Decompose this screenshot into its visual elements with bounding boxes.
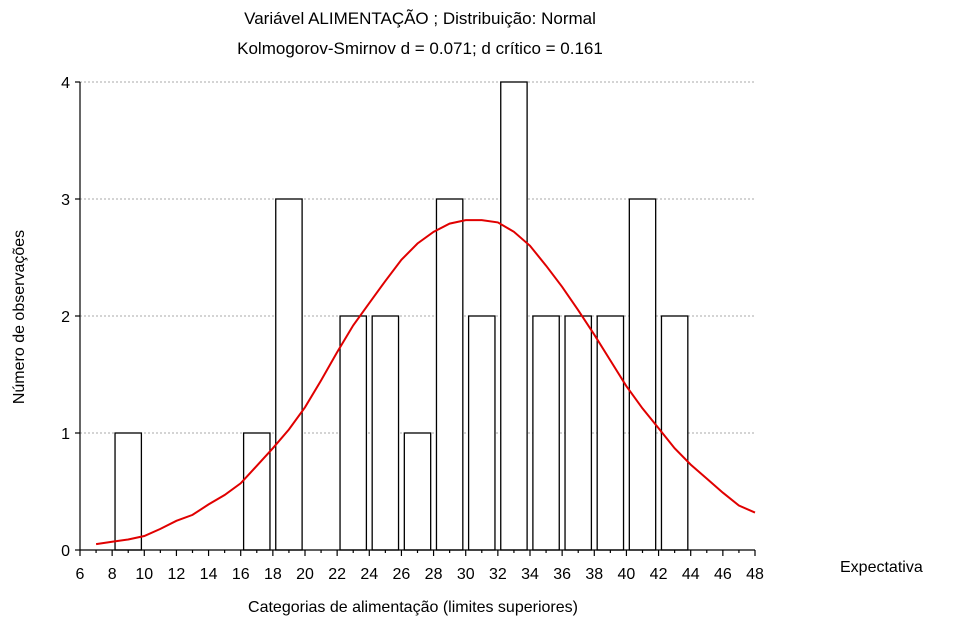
chart-title: Variável ALIMENTAÇÃO ; Distribuição: Nor… xyxy=(244,9,596,28)
legend-label: Expectativa xyxy=(840,559,923,576)
bar xyxy=(114,432,143,551)
bar xyxy=(564,315,593,551)
x-tick-label: 8 xyxy=(108,566,117,583)
bar xyxy=(242,432,271,551)
x-tick-label: 48 xyxy=(746,566,764,583)
x-tick-label: 6 xyxy=(76,566,85,583)
bar xyxy=(532,315,560,551)
y-axis-label: Número de observações xyxy=(11,230,28,404)
x-tick-label: 22 xyxy=(328,566,346,583)
x-tick-label: 28 xyxy=(425,566,443,583)
bar xyxy=(275,198,303,551)
x-tick-label: 44 xyxy=(682,566,700,583)
x-tick-label: 12 xyxy=(168,566,186,583)
x-tick-label: 38 xyxy=(585,566,603,583)
chart-subtitle: Kolmogorov-Smirnov d = 0.071; d crítico … xyxy=(237,39,603,58)
x-tick-label: 46 xyxy=(714,566,732,583)
bar xyxy=(371,315,400,551)
y-tick-label: 1 xyxy=(61,426,70,443)
axes xyxy=(75,81,756,556)
bar xyxy=(500,81,528,551)
x-tick-label: 24 xyxy=(360,566,378,583)
y-tick-label: 2 xyxy=(61,309,70,326)
y-tick-label: 0 xyxy=(61,543,70,560)
bars xyxy=(114,81,689,551)
x-tick-label: 32 xyxy=(489,566,507,583)
x-tick-label: 10 xyxy=(135,566,153,583)
x-tick-label: 30 xyxy=(457,566,475,583)
bar xyxy=(467,315,496,551)
x-tick-label: 14 xyxy=(200,566,218,583)
expected-curve-group xyxy=(95,219,756,546)
x-tick-label: 16 xyxy=(232,566,250,583)
bar xyxy=(596,315,625,551)
y-tick-label: 3 xyxy=(61,192,70,209)
bar xyxy=(403,432,432,551)
x-tick-label: 26 xyxy=(393,566,411,583)
x-tick-label: 40 xyxy=(618,566,636,583)
bar xyxy=(628,198,657,551)
bar xyxy=(339,315,368,551)
x-axis-label: Categorias de alimentação (limites super… xyxy=(248,599,578,616)
expected-curve xyxy=(95,219,756,546)
x-tick-label: 36 xyxy=(553,566,571,583)
x-tick-label: 18 xyxy=(264,566,282,583)
x-tick-label: 42 xyxy=(650,566,668,583)
x-tick-label: 34 xyxy=(521,566,539,583)
y-tick-label: 4 xyxy=(61,75,70,92)
bar xyxy=(435,198,464,551)
x-tick-label: 20 xyxy=(296,566,314,583)
bar xyxy=(660,315,689,551)
